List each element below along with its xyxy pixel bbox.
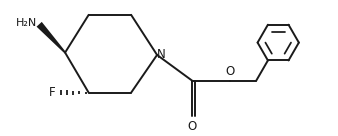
- Text: F: F: [48, 86, 55, 99]
- Text: O: O: [188, 120, 197, 133]
- Text: H₂N: H₂N: [16, 18, 38, 28]
- Text: N: N: [157, 48, 166, 61]
- Text: O: O: [225, 65, 235, 78]
- Polygon shape: [37, 22, 66, 53]
